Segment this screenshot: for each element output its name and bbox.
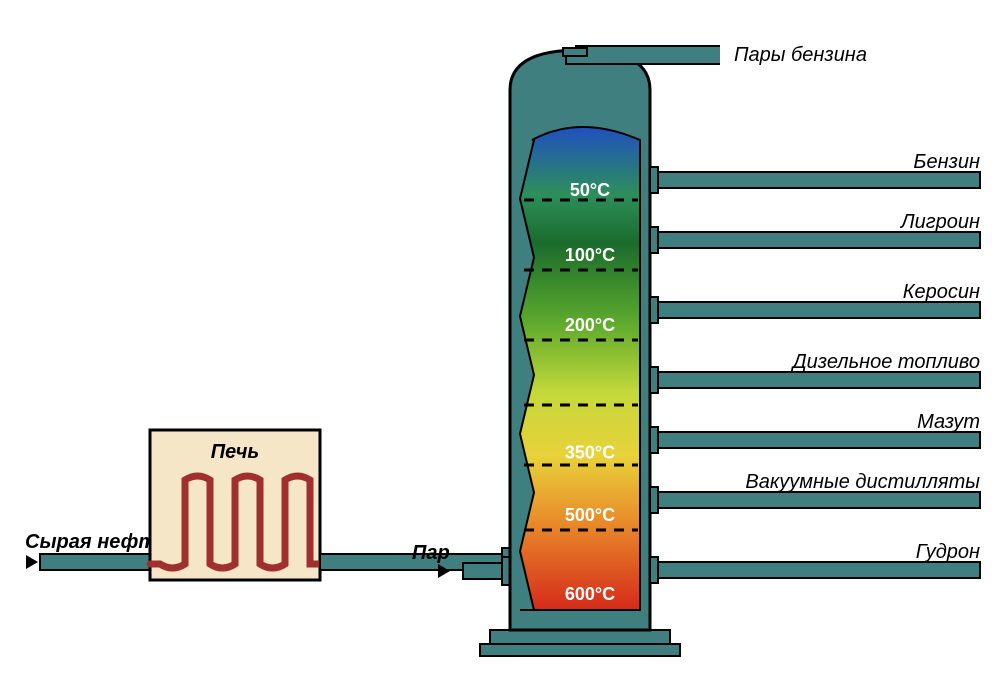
fraction-temp-1: 100°C <box>565 245 615 265</box>
fraction-temp-0: 50°C <box>570 180 610 200</box>
fraction-flange-2 <box>650 297 658 323</box>
fraction-flange-1 <box>650 227 658 253</box>
fraction-label-4: Мазут <box>917 411 980 433</box>
fraction-temp-6: 600°C <box>565 584 615 604</box>
fraction-flange-3 <box>650 367 658 393</box>
fraction-flange-4 <box>650 427 658 453</box>
top-vapor-pipe <box>575 50 720 55</box>
fraction-pipe-3 <box>650 372 980 388</box>
fraction-pipe-2 <box>650 302 980 318</box>
fraction-pipe-1 <box>650 232 980 248</box>
furnace-label: Печь <box>211 441 260 463</box>
fraction-pipe-5 <box>650 492 980 508</box>
fraction-temp-4: 350°C <box>565 443 615 463</box>
top-neck-flange <box>563 48 587 56</box>
fraction-label-6: Гудрон <box>916 541 980 563</box>
column-foot <box>480 644 680 656</box>
fraction-temp-2: 200°C <box>565 315 615 335</box>
fraction-flange-6 <box>650 557 658 583</box>
fraction-pipe-4 <box>650 432 980 448</box>
crude-oil-label: Сырая нефть <box>25 531 168 553</box>
steam-label: Пар <box>412 542 450 564</box>
fraction-label-2: Керосин <box>903 281 980 303</box>
crude-oil-pipe <box>40 554 150 570</box>
crude-oil-arrow <box>26 555 38 569</box>
fraction-flange-5 <box>650 487 658 513</box>
fraction-pipe-6 <box>650 562 980 578</box>
top-vapor-label: Пары бензина <box>734 44 867 66</box>
fraction-label-3: Дизельное топливо <box>791 351 980 373</box>
fraction-label-0: Бензин <box>913 151 980 173</box>
fraction-temp-5: 500°C <box>565 505 615 525</box>
fraction-label-1: Лигроин <box>899 211 980 233</box>
fraction-label-5: Вакуумные дистилляты <box>745 471 980 493</box>
fraction-flange-0 <box>650 167 658 193</box>
column-base <box>490 630 670 644</box>
fraction-pipe-0 <box>650 172 980 188</box>
